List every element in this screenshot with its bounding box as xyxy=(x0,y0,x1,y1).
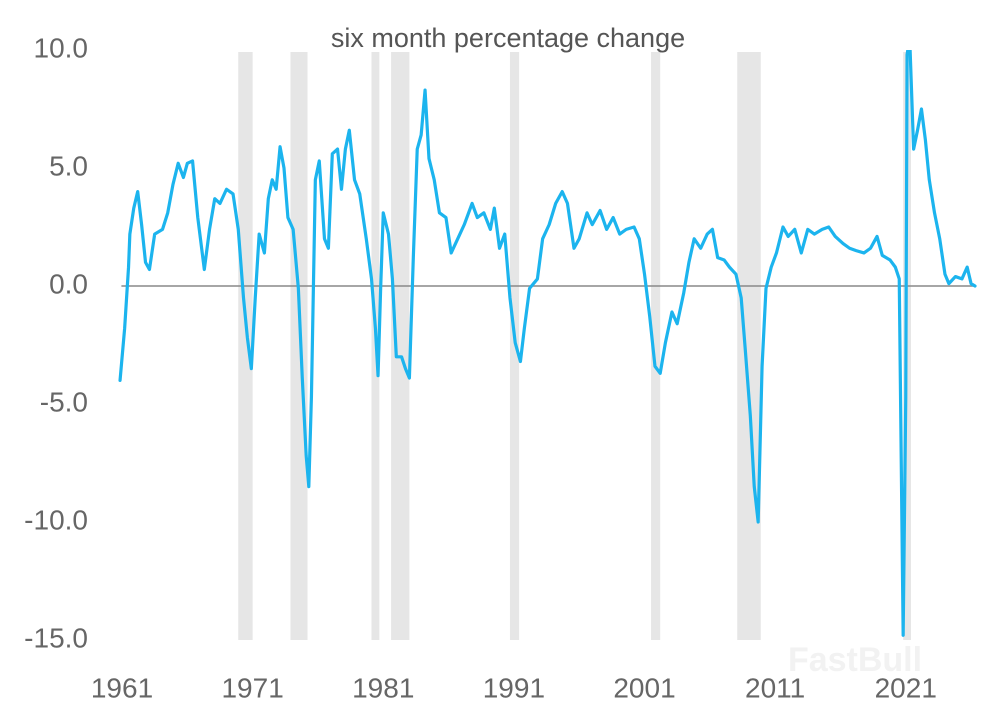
recession-band xyxy=(238,52,253,640)
x-tick-label: 1991 xyxy=(483,672,545,703)
y-tick-label: -5.0 xyxy=(40,386,88,417)
recession-band xyxy=(651,52,661,640)
y-tick-label: 0.0 xyxy=(49,268,88,299)
x-tick-label: 2011 xyxy=(745,672,805,703)
recession-band xyxy=(290,52,308,640)
recession-band xyxy=(391,52,410,640)
watermark: FastBull xyxy=(788,641,922,679)
recession-band xyxy=(737,52,761,640)
y-tick-label: -15.0 xyxy=(24,622,88,653)
x-tick-label: 1981 xyxy=(352,672,414,703)
y-tick-label: 5.0 xyxy=(49,150,88,181)
data-line xyxy=(118,50,977,637)
x-tick-label: 2021 xyxy=(875,672,937,703)
y-tick-label: 10.0 xyxy=(34,32,89,63)
x-tick-label: 1961 xyxy=(91,672,153,703)
x-tick-label: 1971 xyxy=(221,672,283,703)
x-tick-label: 2001 xyxy=(613,672,675,703)
recession-bands xyxy=(238,52,911,640)
y-tick-label: -10.0 xyxy=(24,504,88,535)
chart-title: six month percentage change xyxy=(331,23,685,53)
lines xyxy=(118,50,977,637)
axes: -15.0 -10.0 -5.0 0.0 5.0 10.0 1961 1971 1981 1991… xyxy=(24,32,975,703)
